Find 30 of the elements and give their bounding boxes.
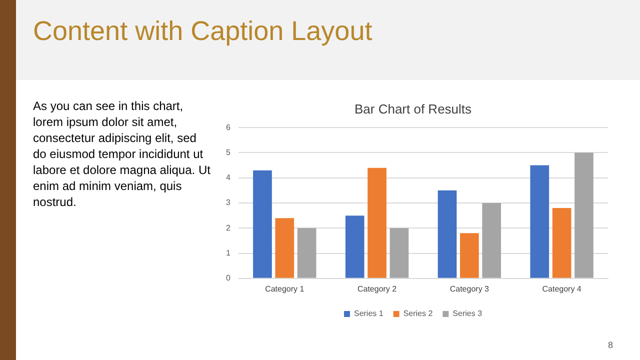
x-tick-label: Category 1	[265, 284, 305, 294]
bar	[275, 218, 294, 278]
bar	[253, 170, 272, 278]
chart-title: Bar Chart of Results	[354, 101, 472, 116]
legend-label: Series 2	[403, 309, 434, 318]
y-tick-label: 0	[226, 274, 231, 283]
bar	[460, 233, 479, 278]
y-tick-label: 2	[226, 223, 231, 232]
legend-label: Series 1	[354, 309, 384, 318]
bar	[530, 165, 550, 278]
x-tick-label: Category 4	[542, 284, 582, 294]
text: 8	[608, 340, 614, 350]
x-tick-label: Category 3	[450, 284, 490, 294]
bar	[368, 168, 386, 278]
text: As you can see in this chart, lorem ipsum dolor sit amet, consectetur adipiscing elit, sed do eiusmod tempor incididunt ut labore et dolore magna aliqua. Ut enim ad minim veniam, quis nostrud.	[33, 98, 212, 210]
bar	[482, 203, 502, 278]
bar	[552, 208, 572, 278]
bar	[345, 216, 364, 278]
bar	[574, 152, 594, 278]
bar	[438, 190, 457, 278]
y-tick-label: 1	[226, 248, 231, 258]
y-tick-label: 6	[226, 122, 231, 132]
bar	[297, 228, 316, 278]
text: Content with Caption Layout	[33, 16, 372, 47]
y-tick-label: 4	[226, 173, 231, 182]
bar	[390, 228, 409, 278]
x-tick-label: Category 2	[357, 284, 398, 294]
legend-label: Series 3	[452, 309, 483, 318]
y-tick-label: 3	[226, 198, 231, 208]
y-tick-label: 5	[226, 148, 231, 157]
